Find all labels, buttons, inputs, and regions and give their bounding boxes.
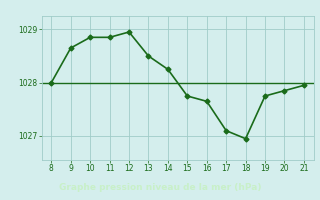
Text: Graphe pression niveau de la mer (hPa): Graphe pression niveau de la mer (hPa) [59,182,261,192]
